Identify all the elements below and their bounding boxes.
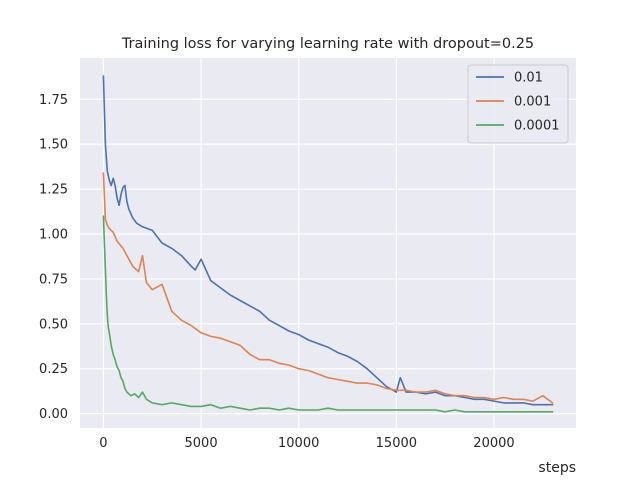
y-tick-label: 1.75 <box>39 93 68 108</box>
series-line-2 <box>102 215 554 413</box>
y-tick-label: 1.50 <box>39 138 68 153</box>
y-tick-labels: 0.00 0.25 0.50 0.75 1.00 1.25 1.50 1.75 <box>39 93 68 422</box>
y-tick-label: 0.00 <box>39 407 68 422</box>
y-tick-label: 0.50 <box>39 317 68 332</box>
y-tick-label: 1.00 <box>39 228 68 243</box>
x-tick-label: 5000 <box>185 436 218 451</box>
x-tick-label: 20000 <box>473 436 514 451</box>
series-line-1 <box>102 172 554 404</box>
x-tick-label: 15000 <box>376 436 417 451</box>
legend: 0.01 0.001 0.0001 <box>467 64 569 144</box>
series-lines <box>102 75 554 413</box>
legend-box <box>467 64 569 144</box>
y-tick-label: 0.75 <box>39 272 68 287</box>
x-tick-label: 10000 <box>278 436 319 451</box>
grid-lines <box>80 58 576 428</box>
y-tick-label: 0.25 <box>39 362 68 377</box>
legend-label: 0.0001 <box>514 119 560 134</box>
legend-label: 0.01 <box>514 71 543 86</box>
x-tick-labels: 0 5000 10000 15000 20000 <box>99 436 514 451</box>
x-tick-label: 0 <box>99 436 107 451</box>
chart-title: Training loss for varying learning rate … <box>121 36 534 52</box>
y-tick-label: 1.25 <box>39 183 68 198</box>
legend-label: 0.001 <box>514 95 551 110</box>
x-axis-label: steps <box>538 460 576 476</box>
